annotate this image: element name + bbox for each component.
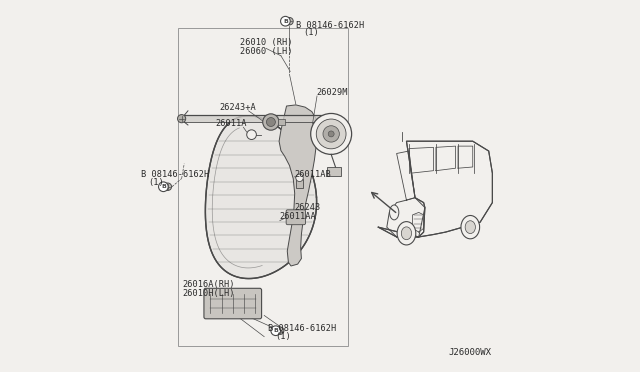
Text: J26000WX: J26000WX xyxy=(448,348,491,357)
Bar xyxy=(326,167,341,176)
Text: 26243+A: 26243+A xyxy=(220,103,256,112)
Circle shape xyxy=(276,327,284,334)
Circle shape xyxy=(266,118,275,126)
Circle shape xyxy=(328,131,334,137)
Text: B 08146-6162H: B 08146-6162H xyxy=(268,324,336,333)
Bar xyxy=(178,28,348,346)
Ellipse shape xyxy=(401,227,412,240)
Ellipse shape xyxy=(461,215,479,239)
Ellipse shape xyxy=(397,222,416,245)
Text: 26243: 26243 xyxy=(294,203,320,212)
Circle shape xyxy=(316,119,346,149)
Circle shape xyxy=(246,130,257,140)
Text: B: B xyxy=(283,19,288,24)
Bar xyxy=(296,179,303,188)
FancyBboxPatch shape xyxy=(204,288,262,319)
Text: 26029M: 26029M xyxy=(316,88,348,97)
Text: 26060 (LH): 26060 (LH) xyxy=(240,47,292,56)
Text: B: B xyxy=(161,184,166,189)
Polygon shape xyxy=(378,141,492,237)
Text: (1): (1) xyxy=(148,179,164,187)
Circle shape xyxy=(280,16,291,26)
Polygon shape xyxy=(279,105,317,266)
Bar xyxy=(278,119,285,125)
Text: 26010H(LH): 26010H(LH) xyxy=(182,289,235,298)
Text: B: B xyxy=(273,328,278,333)
Circle shape xyxy=(286,17,293,25)
FancyBboxPatch shape xyxy=(286,210,305,225)
Text: (1): (1) xyxy=(303,28,319,37)
Text: (1): (1) xyxy=(275,332,291,341)
Text: 26011AB: 26011AB xyxy=(294,170,331,179)
Circle shape xyxy=(271,326,280,336)
Circle shape xyxy=(310,113,351,154)
Circle shape xyxy=(164,183,172,190)
Circle shape xyxy=(262,114,279,130)
Ellipse shape xyxy=(390,205,399,220)
Text: 26011A: 26011A xyxy=(215,119,246,128)
Ellipse shape xyxy=(465,221,476,234)
Text: 26010 (RH): 26010 (RH) xyxy=(240,38,292,46)
Text: 26011AA: 26011AA xyxy=(279,212,316,221)
Text: B 08146-6162H: B 08146-6162H xyxy=(141,170,210,179)
Circle shape xyxy=(296,174,303,182)
Circle shape xyxy=(159,182,168,192)
Circle shape xyxy=(177,115,186,123)
Polygon shape xyxy=(205,116,317,279)
Text: 26016A(RH): 26016A(RH) xyxy=(182,280,235,289)
Circle shape xyxy=(323,126,339,142)
Text: B 08146-6162H: B 08146-6162H xyxy=(296,21,364,30)
